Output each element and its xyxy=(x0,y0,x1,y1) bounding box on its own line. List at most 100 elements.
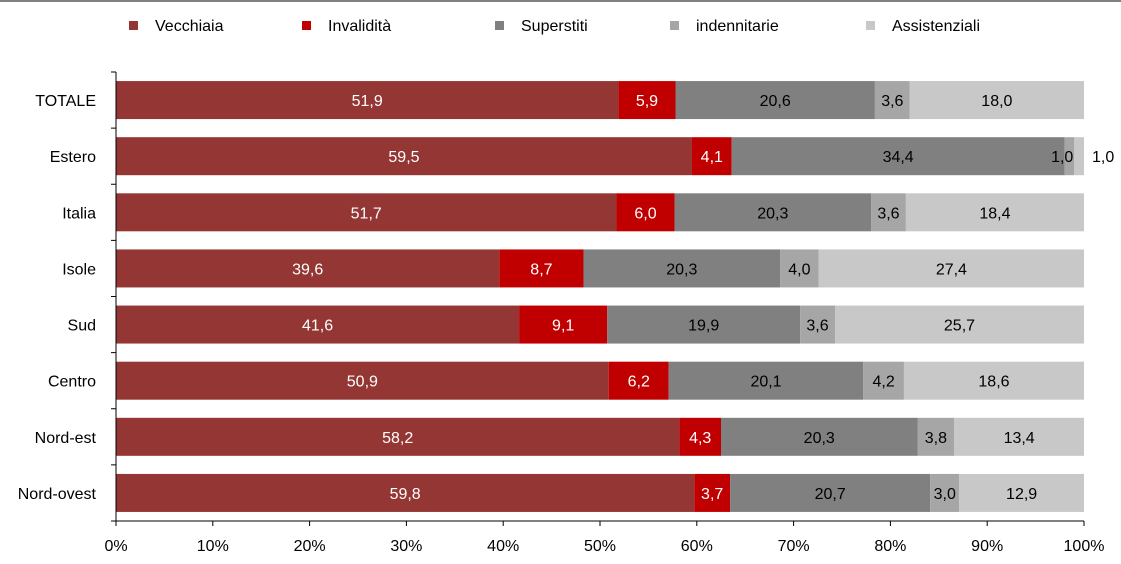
data-label-2-4: 18,4 xyxy=(979,205,1010,222)
x-tick-label-0: 0% xyxy=(104,538,127,555)
category-label-0: TOTALE xyxy=(35,93,96,110)
category-label-1: Estero xyxy=(50,149,96,166)
data-label-1-0: 59,5 xyxy=(388,149,419,166)
data-label-6-2: 20,3 xyxy=(804,430,835,447)
data-label-0-4: 18,0 xyxy=(981,93,1012,110)
bar-italia-2 xyxy=(674,193,872,232)
category-label-2: Italia xyxy=(62,205,96,222)
bar-estero-1 xyxy=(691,137,732,176)
x-tick-label-4: 40% xyxy=(487,538,519,555)
data-label-2-1: 6,0 xyxy=(634,205,656,222)
legend-label-3: indennitarie xyxy=(696,18,779,35)
data-label-0-1: 5,9 xyxy=(636,93,658,110)
data-label-5-0: 50,9 xyxy=(347,374,378,391)
data-label-6-0: 58,2 xyxy=(382,430,413,447)
bar-totale-2 xyxy=(675,81,875,120)
bar-nord-est-2 xyxy=(721,417,918,456)
bar-totale-4 xyxy=(909,81,1084,120)
category-label-3: Isole xyxy=(62,261,96,278)
bar-totale-0 xyxy=(116,81,619,120)
bar-nord-est-3 xyxy=(917,417,955,456)
data-label-1-2: 34,4 xyxy=(883,149,914,166)
data-label-3-1: 8,7 xyxy=(530,261,552,278)
data-label-2-0: 51,7 xyxy=(351,205,382,222)
data-label-4-0: 41,6 xyxy=(302,318,333,335)
data-label-7-1: 3,7 xyxy=(701,486,723,503)
legend: Vecchiaia Invalidità Superstiti indennitari… xyxy=(129,18,980,35)
data-label-7-3: 3,0 xyxy=(934,486,956,503)
x-tick-label-6: 60% xyxy=(681,538,713,555)
axes: 0% 10% 20% 30% 40% 50% 60% 70% 80% 90% 100% xyxy=(104,71,1105,555)
bars: 51,9 5,9 20,6 3,6 18,0 TOTALE 59,5 4,1 34,4 1,0 1,… xyxy=(18,81,1114,512)
bar-estero-4 xyxy=(1074,137,1084,176)
data-label-5-4: 18,6 xyxy=(978,374,1009,391)
data-label-6-4: 13,4 xyxy=(1004,430,1035,447)
bar-sud-0 xyxy=(116,305,520,344)
x-tick-label-2: 20% xyxy=(294,538,326,555)
data-label-3-0: 39,6 xyxy=(292,261,323,278)
category-label-7: Nord-ovest xyxy=(18,486,97,503)
x-tick-label-3: 30% xyxy=(390,538,422,555)
data-label-4-2: 19,9 xyxy=(688,318,719,335)
bar-isole-4 xyxy=(818,249,1084,288)
bar-totale-3 xyxy=(874,81,910,120)
legend-swatch-2 xyxy=(495,21,504,30)
category-label-5: Centro xyxy=(48,374,96,391)
legend-swatch-0 xyxy=(129,21,138,30)
data-label-5-1: 6,2 xyxy=(628,374,650,391)
data-label-2-3: 3,6 xyxy=(877,205,899,222)
bar-nord-ovest-3 xyxy=(930,473,960,512)
category-label-6: Nord-est xyxy=(35,430,97,447)
data-label-1-1: 4,1 xyxy=(701,149,723,166)
bar-estero-2 xyxy=(731,137,1065,176)
x-tick-label-8: 80% xyxy=(874,538,906,555)
bar-sud-4 xyxy=(834,305,1084,344)
data-label-5-2: 20,1 xyxy=(750,374,781,391)
legend-label-0: Vecchiaia xyxy=(155,18,224,35)
bar-nord-ovest-0 xyxy=(116,473,695,512)
legend-swatch-3 xyxy=(670,21,679,30)
data-label-4-3: 3,6 xyxy=(806,318,828,335)
bar-totale-1 xyxy=(618,81,676,120)
bar-centro-2 xyxy=(668,361,864,400)
legend-swatch-1 xyxy=(302,21,311,30)
bar-nord-ovest-4 xyxy=(959,473,1084,512)
data-label-2-2: 20,3 xyxy=(757,205,788,222)
bar-sud-1 xyxy=(519,305,608,344)
category-label-4: Sud xyxy=(68,318,96,335)
legend-label-1: Invalidità xyxy=(328,18,391,35)
bar-nord-est-0 xyxy=(116,417,680,456)
bar-sud-2 xyxy=(607,305,801,344)
data-label-4-4: 25,7 xyxy=(944,318,975,335)
legend-label-4: Assistenziali xyxy=(892,18,980,35)
bar-italia-1 xyxy=(616,193,675,232)
data-label-6-3: 3,8 xyxy=(925,430,947,447)
bar-isole-0 xyxy=(116,249,500,288)
x-tick-label-1: 10% xyxy=(197,538,229,555)
bar-nord-est-1 xyxy=(679,417,721,456)
data-label-4-1: 9,1 xyxy=(552,318,574,335)
data-label-0-0: 51,9 xyxy=(352,93,383,110)
data-label-7-2: 20,7 xyxy=(815,486,846,503)
bar-nord-ovest-2 xyxy=(730,473,931,512)
data-label-5-3: 4,2 xyxy=(872,374,894,391)
bar-nord-est-4 xyxy=(954,417,1084,456)
data-label-1-4: 1,0 xyxy=(1092,149,1114,166)
bar-isole-3 xyxy=(780,249,819,288)
x-tick-label-10: 100% xyxy=(1064,538,1105,555)
bar-sud-3 xyxy=(800,305,835,344)
bar-estero-0 xyxy=(116,137,692,176)
bar-centro-4 xyxy=(903,361,1084,400)
bar-italia-0 xyxy=(116,193,617,232)
bar-centro-0 xyxy=(116,361,609,400)
bar-isole-1 xyxy=(499,249,584,288)
x-tick-label-7: 70% xyxy=(778,538,810,555)
x-tick-label-9: 90% xyxy=(971,538,1003,555)
bar-centro-1 xyxy=(608,361,669,400)
data-label-7-0: 59,8 xyxy=(390,486,421,503)
data-label-6-1: 4,3 xyxy=(689,430,711,447)
bar-italia-3 xyxy=(871,193,906,232)
data-label-0-3: 3,6 xyxy=(881,93,903,110)
data-label-3-2: 20,3 xyxy=(666,261,697,278)
x-tick-label-5: 50% xyxy=(584,538,616,555)
